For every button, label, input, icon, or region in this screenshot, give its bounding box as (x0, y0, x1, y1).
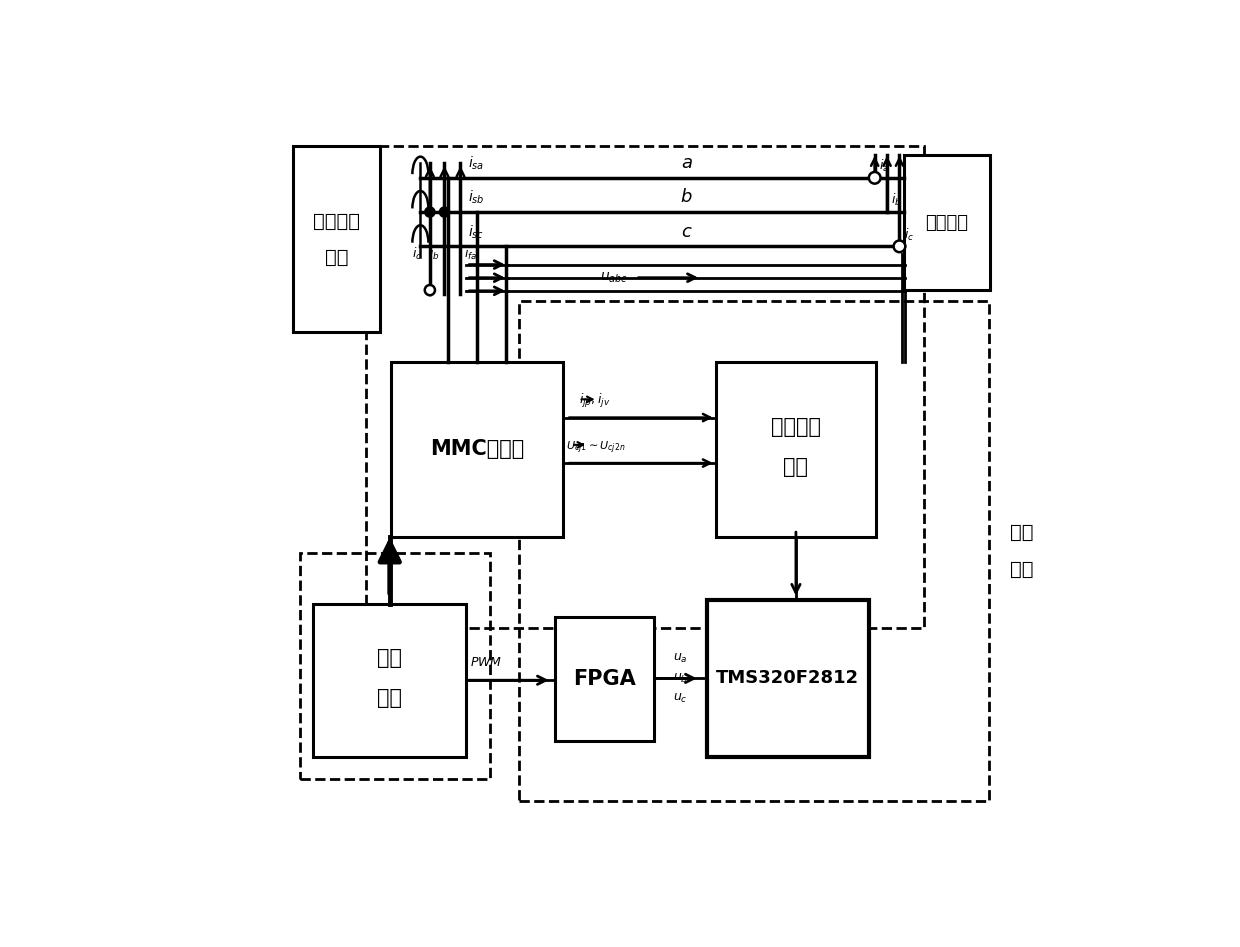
Text: $u_{abc}$: $u_{abc}$ (600, 271, 629, 285)
Text: 驱动: 驱动 (377, 649, 402, 669)
Text: $PWM$: $PWM$ (470, 656, 502, 670)
Text: 控制: 控制 (1011, 523, 1034, 542)
Text: 电路: 电路 (784, 457, 808, 477)
Text: $i_{sa}$: $i_{sa}$ (467, 154, 484, 172)
Bar (904, 155, 990, 290)
Text: FPGA: FPGA (573, 669, 636, 688)
Text: $u_c$: $u_c$ (673, 692, 688, 706)
Bar (392, 362, 563, 537)
Text: MMC换流器: MMC换流器 (430, 439, 525, 459)
Text: $i_{fa}$: $i_{fa}$ (464, 245, 477, 261)
Text: TMS320F2812: TMS320F2812 (717, 670, 859, 688)
Text: $i_{jp},i_{jv}$: $i_{jp},i_{jv}$ (579, 392, 610, 410)
Text: $c$: $c$ (681, 223, 692, 241)
Bar (293, 147, 381, 332)
Text: $i_b$: $i_b$ (892, 192, 901, 208)
Text: 信号检测: 信号检测 (771, 418, 821, 438)
Text: $i_{sb}$: $i_{sb}$ (467, 188, 485, 206)
Circle shape (869, 172, 880, 184)
Bar (366, 147, 924, 628)
Text: $i_c$: $i_c$ (413, 245, 423, 261)
Text: $b$: $b$ (681, 188, 693, 206)
Circle shape (439, 207, 450, 217)
Circle shape (894, 241, 905, 252)
Text: $i_c$: $i_c$ (904, 226, 914, 242)
Text: $a$: $a$ (681, 154, 692, 172)
Bar (707, 600, 869, 757)
Bar (556, 616, 653, 741)
Text: 电源: 电源 (325, 248, 348, 267)
Text: 阻感负载: 阻感负载 (925, 214, 968, 232)
Bar (518, 301, 990, 800)
Text: 电路: 电路 (1011, 560, 1034, 579)
Text: $U_{cj1}\sim U_{cj2n}$: $U_{cj1}\sim U_{cj2n}$ (567, 439, 626, 456)
Bar (314, 603, 466, 757)
Circle shape (425, 207, 435, 217)
Text: $i_{sc}$: $i_{sc}$ (467, 223, 484, 241)
Text: $i_b$: $i_b$ (429, 245, 440, 261)
Text: $u_b$: $u_b$ (673, 671, 688, 685)
Bar (300, 553, 490, 778)
Bar (715, 362, 877, 537)
Text: $u_a$: $u_a$ (673, 652, 688, 665)
Text: 电路: 电路 (377, 688, 402, 708)
Circle shape (425, 285, 435, 295)
Text: 三相交流: 三相交流 (312, 212, 360, 231)
Text: $i_a$: $i_a$ (879, 158, 889, 174)
